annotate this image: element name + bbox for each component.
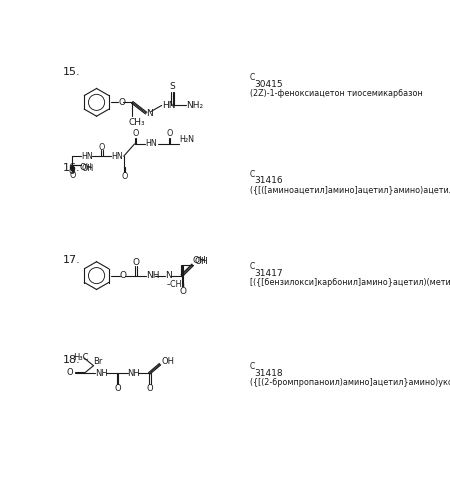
Text: 18.: 18. <box>63 356 80 366</box>
Text: C: C <box>250 170 255 178</box>
Text: O: O <box>166 130 173 138</box>
Text: N: N <box>146 108 153 118</box>
Text: HN: HN <box>81 152 93 161</box>
Text: O: O <box>69 171 76 180</box>
Text: 31417: 31417 <box>255 269 284 278</box>
Text: O: O <box>68 167 75 176</box>
Text: C: C <box>250 362 255 371</box>
Text: N: N <box>165 271 171 280</box>
Text: O: O <box>147 384 153 394</box>
Text: CH₃: CH₃ <box>128 118 145 127</box>
Text: O: O <box>118 98 125 107</box>
Text: 15.: 15. <box>63 66 80 76</box>
Text: OH: OH <box>81 164 93 173</box>
Text: H₃C: H₃C <box>73 354 89 362</box>
Text: OH: OH <box>194 257 208 266</box>
Text: O: O <box>132 130 139 138</box>
Text: 31418: 31418 <box>255 369 284 378</box>
Text: NH₂: NH₂ <box>186 101 203 110</box>
Text: O: O <box>67 368 73 377</box>
Text: H₂N: H₂N <box>180 135 194 144</box>
Text: NH: NH <box>146 271 160 280</box>
Text: OH: OH <box>193 256 207 264</box>
Text: C: C <box>250 74 255 82</box>
Text: ({[(2-бромпропаноил)амино]ацетил}амино)уксусная кислота: ({[(2-бромпропаноил)амино]ацетил}амино)у… <box>250 378 450 387</box>
Text: HN: HN <box>162 101 175 110</box>
Text: OH: OH <box>80 164 93 172</box>
Text: [({[бензилокси]карбонил]амино}ацетил)(метил)амино]уксусная кислота: [({[бензилокси]карбонил]амино}ацетил)(ме… <box>250 278 450 287</box>
Text: O: O <box>120 271 127 280</box>
Text: –CH₃: –CH₃ <box>167 280 186 289</box>
Text: O: O <box>121 172 128 181</box>
Text: O: O <box>133 258 140 267</box>
Text: HN: HN <box>111 152 123 161</box>
Text: O: O <box>99 142 105 152</box>
Text: Br: Br <box>94 356 103 366</box>
Text: 31416: 31416 <box>255 176 284 186</box>
Text: 30415: 30415 <box>255 80 284 89</box>
Text: NH: NH <box>95 369 108 378</box>
Text: HN: HN <box>145 140 157 148</box>
Text: S: S <box>170 82 176 92</box>
Text: O: O <box>179 286 186 296</box>
Text: C: C <box>250 262 255 271</box>
Text: OH: OH <box>162 356 175 366</box>
Text: ({[([аминоацетил]амино]ацетил}амино)ацетил]амино}уксусная кислота: ({[([аминоацетил]амино]ацетил}амино)ацет… <box>250 186 450 194</box>
Text: 16.: 16. <box>63 163 80 173</box>
Text: 17.: 17. <box>63 255 80 265</box>
Text: NH: NH <box>127 369 140 378</box>
Text: O: O <box>114 384 121 394</box>
Text: (2Z)-1-феноксиацетон тиосемикарбазон: (2Z)-1-феноксиацетон тиосемикарбазон <box>250 90 423 98</box>
